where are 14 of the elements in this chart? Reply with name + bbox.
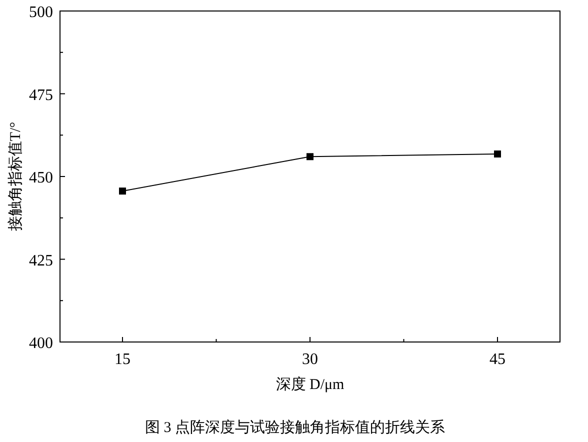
y-axis-title: 接触角指标值T/° xyxy=(7,122,24,232)
x-tick-label: 30 xyxy=(302,351,318,368)
y-tick-label: 500 xyxy=(29,4,53,21)
y-tick-label: 425 xyxy=(29,252,53,270)
y-tick-label: 475 xyxy=(29,86,53,104)
x-tick-label: 15 xyxy=(114,351,130,368)
x-axis-title: 深度 D/μm xyxy=(276,376,345,393)
y-tick-label: 400 xyxy=(29,335,53,352)
point xyxy=(119,188,126,195)
point xyxy=(494,150,501,158)
y-tick-label: 450 xyxy=(29,170,53,186)
x-tick-label: 45 xyxy=(490,351,506,368)
text: 图 3 点阵深度与试验接触角指标值的折线关系 xyxy=(145,419,445,436)
point xyxy=(306,153,314,160)
